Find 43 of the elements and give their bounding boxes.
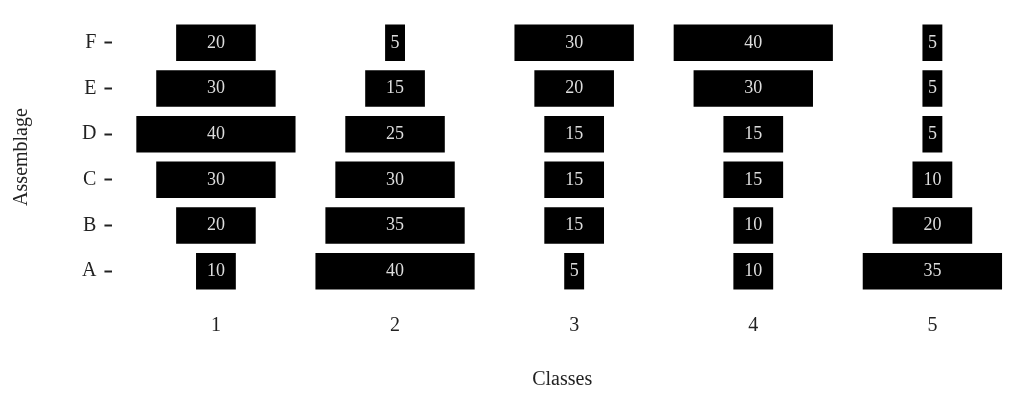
- data-label: 25: [386, 122, 405, 143]
- data-label: 40: [206, 122, 225, 143]
- data-label: 15: [386, 77, 405, 98]
- data-label: 35: [923, 259, 942, 280]
- y-tick-label: F: [85, 30, 97, 53]
- data-label: 30: [565, 31, 584, 52]
- data-label: 5: [927, 77, 937, 98]
- data-label: 5: [927, 31, 937, 52]
- data-label: 20: [206, 31, 225, 52]
- data-label: 5: [390, 31, 400, 52]
- x-tick-label: 2: [390, 313, 401, 336]
- x-tick-label: 4: [748, 313, 759, 336]
- data-label: 15: [565, 214, 584, 235]
- data-label: 15: [565, 122, 584, 143]
- y-tick-label: B: [83, 212, 97, 235]
- x-axis-title: Classes: [532, 367, 593, 390]
- data-label: 10: [744, 214, 763, 235]
- data-label: 35: [386, 214, 405, 235]
- data-label: 20: [565, 77, 584, 98]
- data-label: 30: [206, 77, 225, 98]
- x-tick-label: 1: [210, 313, 221, 336]
- y-tick-label: A: [81, 258, 97, 281]
- data-label: 15: [565, 168, 584, 189]
- y-tick-label: C: [83, 167, 97, 190]
- y-axis-title: Assemblage: [9, 108, 33, 206]
- data-label: 5: [927, 122, 937, 143]
- x-tick-label: 5: [927, 313, 938, 336]
- data-label: 30: [386, 168, 405, 189]
- y-tick-label: E: [84, 75, 97, 98]
- data-label: 15: [744, 168, 763, 189]
- data-label: 10: [923, 168, 942, 189]
- data-label: 10: [744, 259, 763, 280]
- data-label: 15: [744, 122, 763, 143]
- x-tick-label: 3: [569, 313, 580, 336]
- data-label: 40: [386, 259, 405, 280]
- data-label: 30: [206, 168, 225, 189]
- data-label: 20: [923, 214, 942, 235]
- data-label: 5: [569, 259, 579, 280]
- data-label: 20: [206, 214, 225, 235]
- data-label: 40: [744, 31, 763, 52]
- data-label: 30: [744, 77, 763, 98]
- y-tick-label: D: [81, 121, 97, 144]
- data-label: 10: [206, 259, 225, 280]
